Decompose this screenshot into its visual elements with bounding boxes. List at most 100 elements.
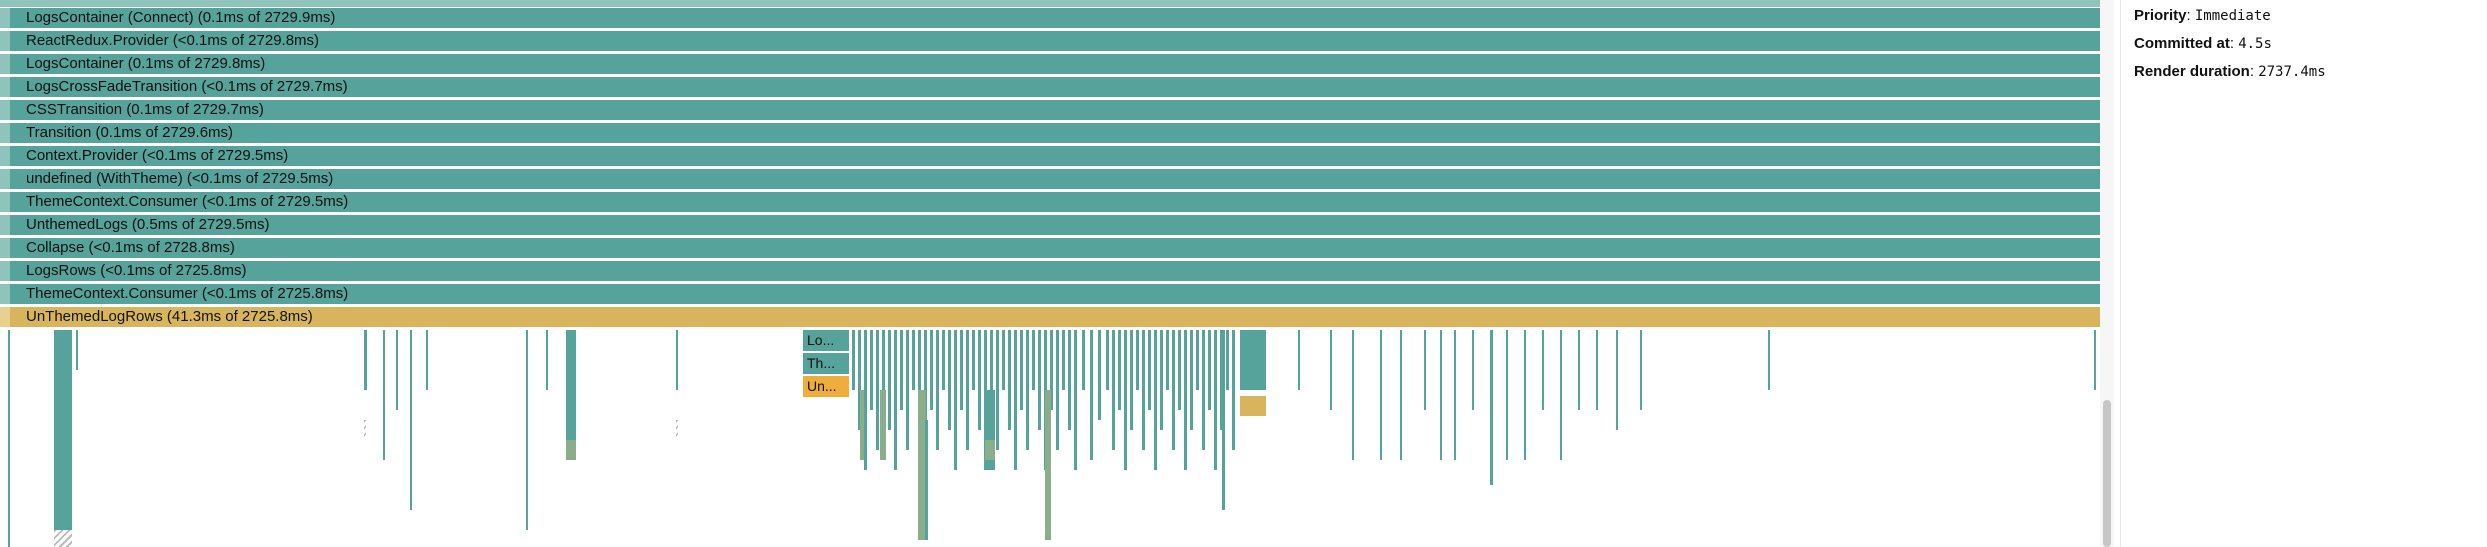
flame-bar-context-provider[interactable]: Context.Provider (<0.1ms of 2729.5ms) xyxy=(0,146,2100,166)
flame-sliver xyxy=(2094,330,2096,390)
flame-sliver xyxy=(1166,330,1169,390)
flame-sliver xyxy=(972,330,975,390)
priority-value: Immediate xyxy=(2194,8,2271,24)
flame-sliver xyxy=(1002,330,1005,390)
flame-sliver xyxy=(1074,330,1077,470)
flame-sliver xyxy=(1045,390,1051,540)
flame-sliver xyxy=(894,330,897,470)
flame-sliver xyxy=(410,330,412,510)
flame-bar-label: LogsContainer (0.1ms of 2729.8ms) xyxy=(26,55,266,72)
flame-bar-reactredux-provider[interactable]: ReactRedux.Provider (<0.1ms of 2729.8ms) xyxy=(0,31,2100,51)
flame-sliver xyxy=(978,330,981,430)
flame-sliver xyxy=(1106,330,1109,390)
flame-sliver xyxy=(1160,330,1163,430)
flame-mini-bar-logs[interactable]: Lo... xyxy=(803,330,849,351)
flame-sliver xyxy=(1020,330,1023,410)
flame-sliver xyxy=(1038,330,1041,430)
flame-sliver xyxy=(1148,330,1151,410)
flame-sliver xyxy=(858,330,861,430)
flame-sliver xyxy=(930,330,933,410)
flame-sliver xyxy=(566,440,576,460)
flame-sliver xyxy=(1068,330,1071,430)
flame-sliver xyxy=(1380,330,1382,460)
flame-bar-label: Context.Provider (<0.1ms of 2729.5ms) xyxy=(26,147,289,164)
flame-sliver xyxy=(912,330,915,390)
flame-sliver xyxy=(1090,330,1093,460)
flame-sliver xyxy=(1560,330,1562,460)
flame-sliver xyxy=(1118,330,1121,410)
flame-sliver xyxy=(880,390,886,460)
flame-sliver xyxy=(1142,330,1145,450)
flame-sliver xyxy=(936,330,939,450)
flame-sliver xyxy=(990,330,993,410)
flame-sliver xyxy=(1400,330,1402,460)
flame-sliver xyxy=(1472,330,1474,410)
flame-sliver xyxy=(383,330,385,460)
flame-bar-csstransition[interactable]: CSSTransition (0.1ms of 2729.7ms) xyxy=(0,100,2100,120)
flame-sliver xyxy=(1298,330,1300,390)
flame-bar-transition[interactable]: Transition (0.1ms of 2729.6ms) xyxy=(0,123,2100,143)
flame-bar-label: ThemeContext.Consumer (<0.1ms of 2729.5m… xyxy=(26,193,349,210)
flame-sliver xyxy=(864,330,867,470)
flame-bar-logscontainer[interactable]: LogsContainer (0.1ms of 2729.8ms) xyxy=(0,54,2100,74)
flame-sliver xyxy=(1014,330,1017,470)
flame-sliver xyxy=(364,330,367,390)
flame-sliver xyxy=(942,330,945,390)
flame-sliver xyxy=(1136,330,1139,390)
flame-mini-bar-unthemed[interactable]: Un... xyxy=(803,376,849,397)
flame-bar-unthemedlogrows[interactable]: UnThemedLogRows (41.3ms of 2725.8ms) xyxy=(0,307,2100,327)
flame-sliver xyxy=(1098,330,1101,420)
flame-sliver xyxy=(852,330,855,390)
render-duration-value: 2737.4ms xyxy=(2258,64,2326,80)
render-duration-label: Render duration xyxy=(2134,63,2250,80)
flame-sliver xyxy=(870,330,873,410)
flame-bar-themecontext-consumer[interactable]: ThemeContext.Consumer (<0.1ms of 2729.5m… xyxy=(0,192,2100,212)
flame-sliver xyxy=(1616,330,1618,430)
flame-bar-unthemedlogs[interactable]: UnthemedLogs (0.5ms of 2729.5ms) xyxy=(0,215,2100,235)
flame-bar-logscontainer-connect[interactable]: LogsContainer (Connect) (0.1ms of 2729.9… xyxy=(0,8,2100,28)
flame-sliver xyxy=(918,390,926,540)
flame-bar-label: ThemeContext.Consumer (<0.1ms of 2725.8m… xyxy=(26,285,349,302)
flamegraph-chart: LogsContainer (Connect) (0.1ms of 2729.9… xyxy=(0,0,2100,547)
flame-sliver xyxy=(1130,330,1133,430)
committed-value: 4.5s xyxy=(2238,36,2272,52)
flame-bar-logscrossfadetransition[interactable]: LogsCrossFadeTransition (<0.1ms of 2729.… xyxy=(0,77,2100,97)
flame-sliver xyxy=(882,330,885,390)
flame-sliver xyxy=(1056,330,1059,450)
flame-sliver xyxy=(966,330,969,450)
flame-sliver xyxy=(1154,330,1157,470)
flamegraph-scrollbar-thumb[interactable] xyxy=(2103,400,2111,547)
flame-sliver xyxy=(925,420,928,540)
flame-sliver xyxy=(1506,330,1508,460)
flame-mini-bar-theme[interactable]: Th... xyxy=(803,353,849,374)
flame-sliver xyxy=(1424,330,1426,410)
flame-sliver xyxy=(948,330,951,430)
flame-sliver xyxy=(860,390,864,460)
flame-bar-withtheme[interactable]: undefined (WithTheme) (<0.1ms of 2729.5m… xyxy=(0,169,2100,189)
flame-bar-logsrows[interactable]: LogsRows (<0.1ms of 2725.8ms) xyxy=(0,261,2100,281)
flame-sliver xyxy=(1232,330,1235,450)
flame-sliver xyxy=(996,330,999,450)
committed-row: Committed at: 4.5s xyxy=(2134,35,2272,52)
flame-mini-label: Un... xyxy=(807,378,837,394)
flame-sliver xyxy=(54,330,72,530)
flame-sliver xyxy=(1124,330,1127,470)
flame-bar-label: undefined (WithTheme) (<0.1ms of 2729.5m… xyxy=(26,170,334,187)
flame-bar-label: Transition (0.1ms of 2729.6ms) xyxy=(26,124,234,141)
priority-label: Priority xyxy=(2134,7,2187,24)
priority-row: Priority: Immediate xyxy=(2134,7,2271,24)
flame-sliver xyxy=(1578,330,1580,410)
flame-sliver xyxy=(1208,330,1211,410)
committed-label: Committed at xyxy=(2134,35,2230,52)
flame-sliver xyxy=(8,330,10,547)
flame-sliver xyxy=(960,330,963,410)
flame-sliver xyxy=(1490,330,1493,485)
flame-sliver xyxy=(1202,330,1205,450)
flame-sliver xyxy=(526,330,528,530)
flame-sliver xyxy=(900,330,903,410)
flame-bar-collapse[interactable]: Collapse (<0.1ms of 2728.8ms) xyxy=(0,238,2100,258)
flame-sliver xyxy=(985,390,995,470)
flame-bar-themecontext-consumer-2[interactable]: ThemeContext.Consumer (<0.1ms of 2725.8m… xyxy=(0,284,2100,304)
flame-sliver xyxy=(1222,330,1225,510)
flame-sliver xyxy=(1240,330,1266,390)
